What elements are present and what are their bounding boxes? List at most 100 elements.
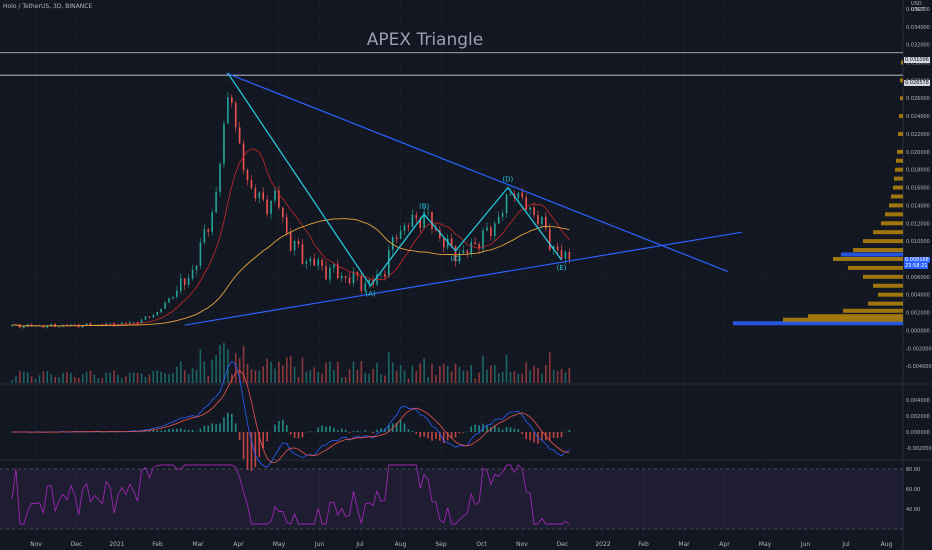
wave-label: (A) (365, 290, 376, 298)
y-tick-label: 0.034000 (906, 25, 930, 31)
macd-histogram-bar (333, 427, 335, 432)
candle-body (74, 324, 76, 326)
candle-body (176, 290, 178, 297)
candle-body (136, 322, 139, 324)
x-tick-label: Mar (192, 541, 204, 548)
candle-body (321, 259, 323, 267)
volume-bar (176, 366, 178, 383)
volume-bar (521, 373, 524, 383)
y-tick-label: 0.018000 (906, 168, 930, 174)
volume-bar (168, 374, 170, 383)
macd-histogram-bar (376, 429, 378, 432)
candle-body (238, 127, 241, 144)
candle-body (85, 323, 88, 326)
macd-histogram-bar (486, 425, 488, 432)
candle-body (407, 225, 410, 227)
macd-histogram-bar (148, 431, 151, 432)
candle-body (325, 266, 327, 280)
volume-bar (329, 361, 331, 383)
y-tick-label: 0.004000 (906, 398, 930, 404)
x-tick-label: Sep (435, 541, 447, 548)
volume-bar (517, 373, 520, 383)
x-tick-label: Feb (152, 541, 163, 548)
candle-body (309, 258, 312, 262)
volume-bar (285, 357, 288, 383)
macd-histogram-bar (231, 413, 233, 432)
macd-histogram-bar (490, 427, 492, 432)
volume-bar (132, 372, 135, 383)
volume-bar (54, 376, 56, 383)
macd-histogram-bar (262, 432, 265, 449)
symbol-label: Holo / TetherUS, 3D, BINANCE (3, 3, 93, 10)
macd-histogram-bar (435, 432, 437, 439)
candle-body (364, 283, 367, 292)
volume-bar (388, 352, 390, 383)
volume-profile-bar (896, 158, 903, 163)
y-tick-label: 0.014000 (906, 203, 930, 209)
macd-histogram-bar (399, 420, 402, 432)
candle-body (156, 312, 159, 316)
volume-bar (423, 358, 425, 383)
volume-bar (309, 370, 312, 383)
y-tick-label: 0.036000 (906, 7, 930, 13)
x-tick-label: Jul (355, 541, 364, 548)
wave-label: (B) (419, 202, 430, 210)
macd-histogram-bar (285, 424, 288, 432)
volume-bar (333, 370, 335, 383)
volume-bar (482, 355, 484, 383)
volume-bar (148, 374, 151, 383)
macd-histogram-bar (462, 432, 465, 433)
x-tick-label: Mar (678, 541, 690, 548)
y-tick-label: -0.004000 (906, 364, 932, 370)
volume-bar (74, 377, 76, 383)
macd-histogram-bar (278, 421, 280, 432)
volume-bar (187, 374, 190, 383)
macd-histogram-bar (309, 431, 312, 432)
volume-bar (227, 349, 229, 383)
volume-bar (321, 373, 323, 383)
volume-bar (15, 376, 17, 383)
candle-body (352, 271, 355, 284)
macd-histogram-bar (478, 425, 480, 432)
x-tick-label: May (759, 541, 772, 548)
volume-bar (384, 375, 386, 383)
volume-bar (262, 366, 265, 383)
volume-bar (246, 363, 249, 383)
volume-bar (183, 370, 186, 383)
volume-profile-bar (783, 317, 903, 322)
volume-bar (462, 370, 465, 383)
candle-body (466, 250, 469, 254)
currency-label: USD USDT (911, 1, 925, 13)
candle-body (450, 238, 453, 246)
volume-bar (270, 361, 272, 383)
volume-bar (446, 366, 449, 383)
macd-histogram-bar (238, 432, 241, 440)
volume-profile-bar (733, 321, 903, 326)
candle-body (391, 237, 394, 250)
candle-body (478, 244, 480, 249)
candle-body (258, 192, 261, 199)
candle-body (289, 232, 292, 251)
volume-bar (533, 365, 535, 383)
volume-bar (399, 364, 402, 383)
price-tag: 0.031096 (904, 57, 930, 63)
macd-histogram-bar (407, 429, 410, 432)
candle-body (529, 207, 531, 210)
volume-bar (356, 369, 359, 383)
volume-bar (509, 372, 512, 383)
volume-bar (537, 367, 539, 383)
macd-histogram-bar (431, 432, 433, 441)
macd-histogram-bar (411, 431, 414, 432)
volume-profile-bar (898, 131, 903, 136)
macd-histogram-bar (446, 432, 449, 441)
volume-bar (101, 377, 104, 383)
volume-bar (545, 365, 547, 383)
volume-profile-bar (891, 194, 903, 199)
macd-histogram-bar (450, 432, 453, 439)
volume-bar (391, 362, 394, 383)
candle-body (215, 191, 217, 213)
candle-body (501, 213, 504, 217)
candle-body (179, 278, 182, 291)
volume-bar (211, 359, 213, 383)
